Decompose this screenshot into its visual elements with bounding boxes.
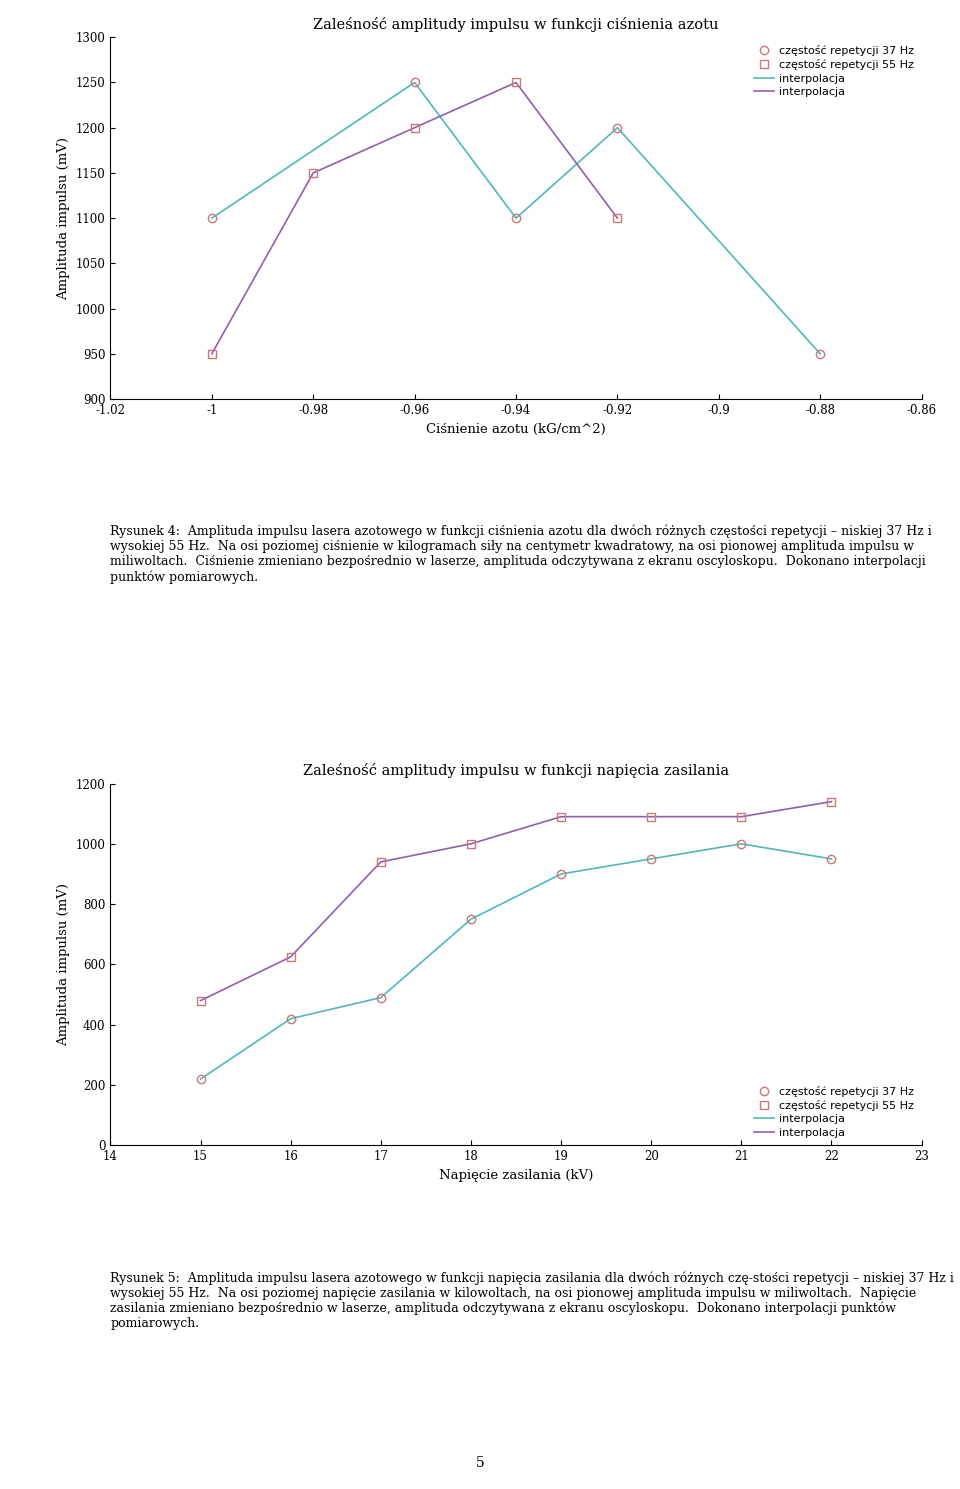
Title: Zaleśność amplitudy impulsu w funkcji ciśnienia azotu: Zaleśność amplitudy impulsu w funkcji ci… — [313, 16, 719, 31]
Text: Rysunek 4:  Amplituda impulsu lasera azotowego w funkcji ciśnienia azotu dla dwó: Rysunek 4: Amplituda impulsu lasera azot… — [110, 526, 932, 584]
Text: 5: 5 — [475, 1456, 485, 1470]
Y-axis label: Amplituda impulsu (mV): Amplituda impulsu (mV) — [57, 883, 70, 1045]
X-axis label: Ciśnienie azotu (kG/cm^2): Ciśnienie azotu (kG/cm^2) — [426, 423, 606, 435]
Y-axis label: Amplituda impulsu (mV): Amplituda impulsu (mV) — [57, 137, 70, 299]
X-axis label: Napięcie zasilania (kV): Napięcie zasilania (kV) — [439, 1169, 593, 1182]
Text: Rysunek 5:  Amplituda impulsu lasera azotowego w funkcji napięcia zasilania dla : Rysunek 5: Amplituda impulsu lasera azot… — [110, 1272, 954, 1330]
Title: Zaleśność amplitudy impulsu w funkcji napięcia zasilania: Zaleśność amplitudy impulsu w funkcji na… — [303, 764, 729, 779]
Legend: częstość repetycji 37 Hz, częstość repetycji 55 Hz, interpolacja, interpolacja: częstość repetycji 37 Hz, częstość repet… — [750, 40, 919, 101]
Legend: częstość repetycji 37 Hz, częstość repetycji 55 Hz, interpolacja, interpolacja: częstość repetycji 37 Hz, częstość repet… — [750, 1081, 919, 1142]
